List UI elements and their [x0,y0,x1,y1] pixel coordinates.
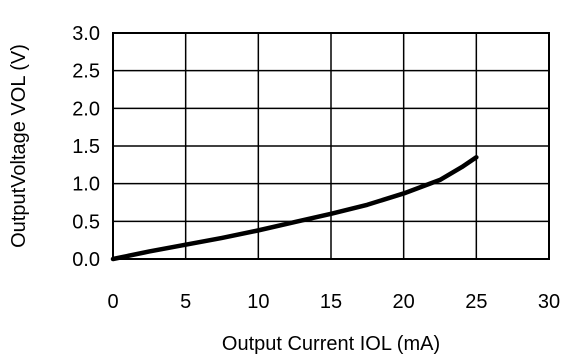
y-tick-label: 0.5 [72,211,100,233]
x-tick-label: 10 [247,291,269,313]
y-tick-label: 1.0 [72,174,100,196]
y-axis-label: OutputVoltage VOL (V) [8,44,30,248]
y-tick-labels: 0.0 0.5 1.0 1.5 2.0 2.5 3.0 [72,23,100,271]
y-tick-label: 3.0 [72,23,100,45]
x-tick-labels: 0 5 10 15 20 25 30 [107,291,560,313]
x-tick-label: 25 [465,291,487,313]
y-tick-label: 1.5 [72,136,100,158]
x-tick-label: 30 [538,291,560,313]
x-tick-label: 0 [107,291,118,313]
x-tick-label: 5 [180,291,191,313]
series-line [110,155,479,262]
y-tick-label: 0.0 [72,249,100,271]
x-tick-label: 15 [320,291,342,313]
x-axis-label: Output Current IOL (mA) [222,333,440,355]
grid [112,32,550,260]
y-tick-label: 2.5 [72,61,100,83]
x-tick-label: 20 [393,291,415,313]
y-tick-label: 2.0 [72,98,100,120]
plot-frame [112,32,550,260]
